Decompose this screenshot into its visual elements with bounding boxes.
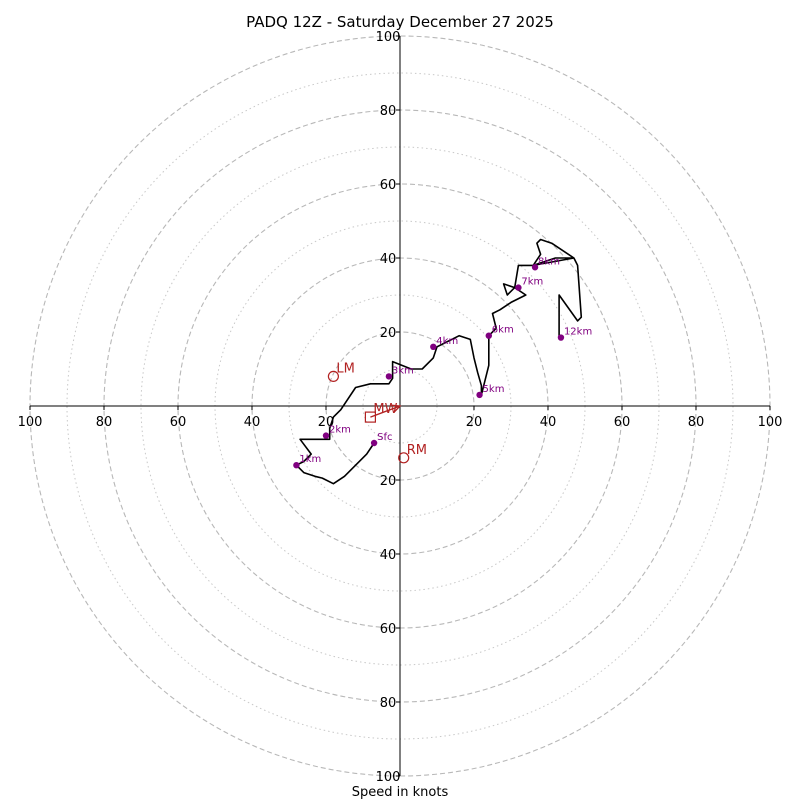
hodograph-trace <box>295 238 583 485</box>
storm-motion-label: MW <box>373 402 397 417</box>
x-tick-label: 40 <box>244 415 261 430</box>
x-tick-label: 80 <box>688 415 705 430</box>
height-markers: Sfc 1km 2km 3km 4km 5km 6km 7km 8km 12km <box>293 256 592 469</box>
x-tick-label: 100 <box>18 415 43 430</box>
hodograph-line <box>295 238 583 485</box>
y-tick-label: 80 <box>380 696 397 711</box>
y-tick-label: 20 <box>380 474 397 489</box>
height-marker-label: 7km <box>521 277 543 288</box>
chart-title: PADQ 12Z - Saturday December 27 2025 <box>246 13 554 31</box>
y-tick-label: 80 <box>380 104 397 119</box>
storm-motion-marker <box>327 370 339 382</box>
x-tick-labels: 100 80 60 40 20 20 40 60 80 100 <box>18 415 783 430</box>
height-marker-label: 2km <box>329 425 351 436</box>
x-axis-label: Speed in knots <box>352 785 449 800</box>
x-tick-label: 60 <box>614 415 631 430</box>
height-marker-label: 8km <box>538 256 560 267</box>
height-marker-label: 3km <box>392 365 414 376</box>
y-tick-label: 40 <box>380 548 397 563</box>
mean-wind-arrowhead <box>391 404 402 413</box>
storm-motion-label: LM <box>336 361 354 376</box>
height-marker-point <box>557 334 565 341</box>
height-marker-label: 5km <box>483 384 505 395</box>
storm-motion-markers: LM RM MW <box>327 361 427 464</box>
height-marker-point <box>430 343 437 350</box>
height-marker-label: 1km <box>299 454 321 465</box>
y-tick-label: 60 <box>380 622 397 637</box>
height-marker-point <box>370 439 378 447</box>
height-marker-point <box>515 284 522 291</box>
height-marker-label: 12km <box>564 327 592 338</box>
y-tick-label: 100 <box>376 770 401 785</box>
y-tick-labels: 100 80 60 40 20 20 40 60 80 100 <box>376 30 401 785</box>
storm-motion-label: RM <box>407 443 427 458</box>
height-marker-label: Sfc <box>377 432 392 443</box>
x-tick-label: 20 <box>466 415 483 430</box>
x-tick-label: 80 <box>96 415 113 430</box>
y-tick-label: 20 <box>380 326 397 341</box>
height-marker-point <box>385 373 393 380</box>
x-tick-label: 60 <box>170 415 187 430</box>
height-marker-label: 4km <box>436 336 458 347</box>
storm-motion-marker <box>398 452 410 464</box>
y-tick-label: 60 <box>380 178 397 193</box>
height-marker-point <box>476 391 483 399</box>
x-tick-label: 40 <box>540 415 557 430</box>
x-tick-label: 100 <box>758 415 783 430</box>
height-marker-point <box>293 462 300 469</box>
y-tick-label: 40 <box>380 252 397 267</box>
height-marker-point <box>531 264 539 271</box>
y-tick-label: 100 <box>376 30 401 45</box>
height-marker-point <box>485 332 492 339</box>
height-marker-label: 6km <box>492 325 514 336</box>
height-marker-point <box>322 432 330 439</box>
mean-wind-marker <box>364 411 376 423</box>
